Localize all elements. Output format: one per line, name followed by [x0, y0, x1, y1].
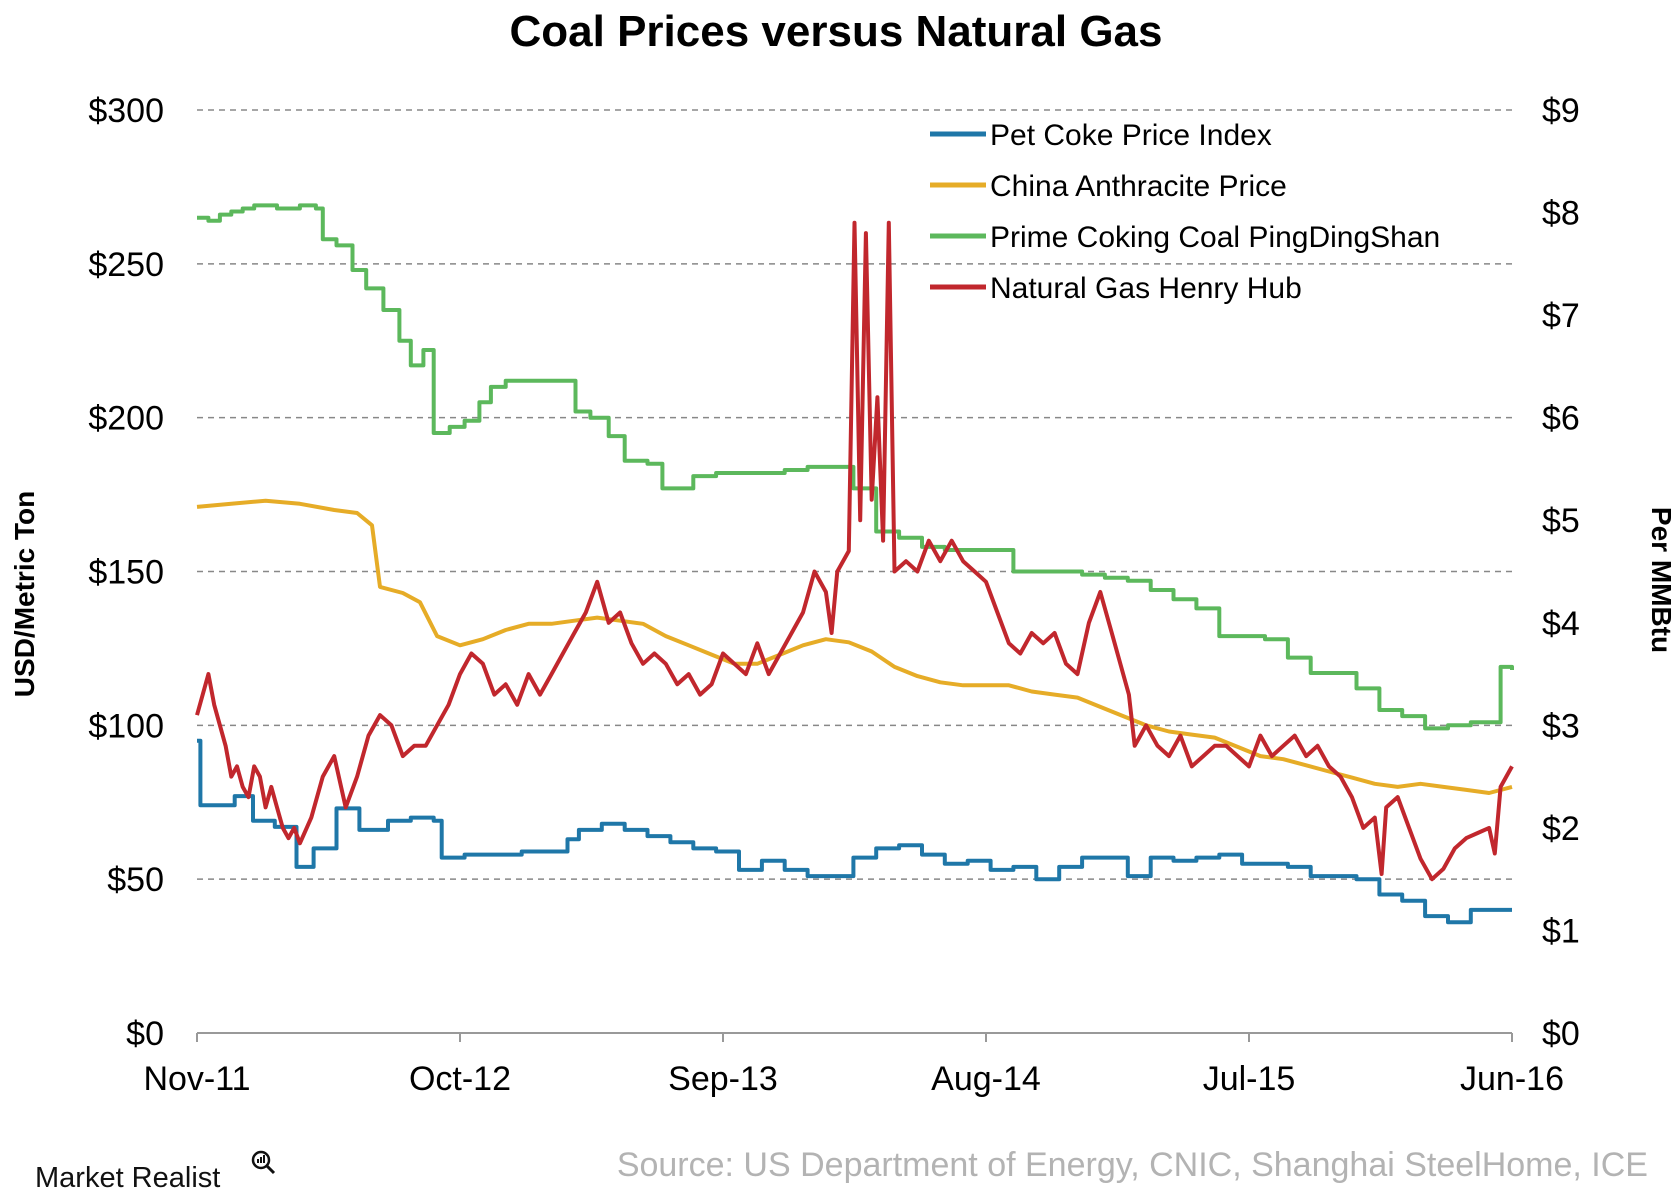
x-tick-label: Oct-12	[409, 1060, 511, 1098]
left-tick-label: $200	[88, 400, 164, 438]
right-tick-label: $5	[1542, 502, 1580, 540]
right-tick-label: $7	[1542, 297, 1580, 335]
legend-label: Pet Coke Price Index	[990, 119, 1272, 152]
left-tick-label: $0	[126, 1015, 164, 1053]
legend-label: Natural Gas Henry Hub	[990, 272, 1302, 305]
left-tick-label: $150	[88, 554, 164, 592]
right-tick-label: $8	[1542, 195, 1580, 233]
x-tick-label: Aug-14	[931, 1060, 1041, 1098]
right-tick-label: $1	[1542, 912, 1580, 950]
x-tick-label: Jul-15	[1203, 1060, 1296, 1098]
x-tick-label: Nov-11	[143, 1060, 250, 1098]
chart-title: Coal Prices versus Natural Gas	[510, 7, 1163, 56]
series-line-3	[195, 220, 1514, 882]
right-tick-label: $6	[1542, 400, 1580, 438]
axes	[196, 1032, 1513, 1042]
left-axis-title: USD/Metric Ton	[9, 491, 40, 697]
left-tick-label: $300	[88, 92, 164, 130]
source-note: Source: US Department of Energy, CNIC, S…	[617, 1146, 1648, 1184]
legend: Pet Coke Price Index China Anthracite Pri…	[930, 119, 1440, 305]
right-tick-labels: $0 $1 $2 $3 $4 $5 $6 $7 $8 $9	[1542, 92, 1580, 1053]
series-line-1	[196, 498, 1513, 795]
left-tick-label: $50	[107, 861, 164, 899]
legend-label: China Anthracite Price	[990, 170, 1287, 203]
right-tick-label: $3	[1542, 707, 1580, 745]
x-tick-label: Jun-16	[1460, 1060, 1564, 1098]
right-tick-label: $9	[1542, 92, 1580, 130]
x-tick-labels: Nov-11 Oct-12 Sep-13 Aug-14 Jul-15 Jun-16	[143, 1060, 1564, 1098]
logo-text: Market Realist	[35, 1162, 220, 1194]
series-lines	[195, 203, 1514, 925]
magnifier-icon	[251, 1150, 276, 1175]
right-tick-label: $2	[1542, 810, 1580, 848]
right-tick-label: $0	[1542, 1015, 1580, 1053]
left-tick-label: $250	[88, 246, 164, 284]
series-line-2	[197, 203, 1514, 731]
left-tick-labels: $0 $50 $100 $150 $200 $250 $300	[88, 92, 164, 1053]
left-tick-label: $100	[88, 707, 164, 745]
right-axis-title: Per MMBtu	[1646, 507, 1673, 653]
x-tick-label: Sep-13	[668, 1060, 778, 1098]
market-realist-logo: Market Realist	[35, 1150, 276, 1194]
legend-label: Prime Coking Coal PingDingShan	[990, 221, 1440, 254]
right-tick-label: $4	[1542, 605, 1580, 643]
series-line-0	[197, 738, 1512, 925]
